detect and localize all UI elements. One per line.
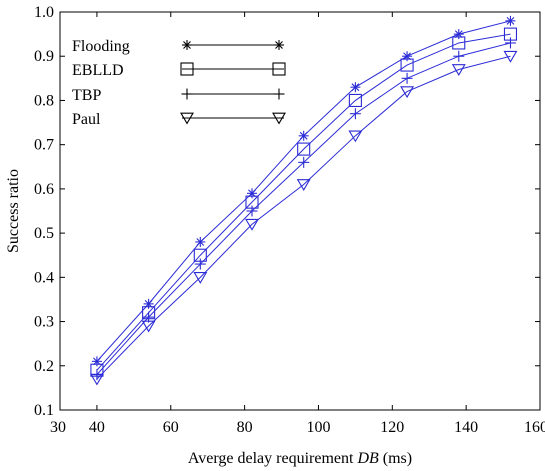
data-point <box>401 72 413 84</box>
y-tick-label: 0.2 <box>34 358 54 375</box>
data-point <box>247 188 257 199</box>
x-axis-title-prefix: Averge delay requirement <box>188 450 358 467</box>
y-tick-label: 0.6 <box>34 181 54 198</box>
data-point <box>141 320 156 333</box>
legend-marker <box>180 62 194 76</box>
y-tick-label: 0.9 <box>34 48 54 65</box>
series-line <box>96 55 511 380</box>
data-point <box>452 36 466 50</box>
series-eblld <box>90 27 518 377</box>
plot-area <box>59 11 541 411</box>
data-point <box>348 130 363 143</box>
data-point <box>348 93 362 107</box>
x-tick-label: 160 <box>524 419 545 436</box>
legend-label: Flooding <box>72 38 130 55</box>
series-tbp <box>91 37 516 381</box>
y-tick-label: 0.4 <box>34 269 54 286</box>
data-point <box>89 373 104 386</box>
x-axis: 30 40 60 80 100 120 140 160 <box>50 12 545 436</box>
x-tick-label: 40 <box>89 419 105 436</box>
legend-item-eblld: EBLLD <box>72 62 286 79</box>
series-line <box>96 33 511 371</box>
y-tick-label: 0.1 <box>34 402 54 419</box>
series-line <box>96 42 511 375</box>
legend-item-tbp: TBP <box>72 87 285 104</box>
data-point <box>505 15 516 26</box>
y-axis: 0.1 0.2 0.3 0.4 0.5 0.6 0.7 0.8 0.9 1.0 <box>34 4 540 419</box>
data-point <box>349 108 361 120</box>
legend: Flooding EBLLD TBP Paul <box>72 38 286 128</box>
data-point <box>504 37 516 49</box>
x-tick-label: 60 <box>163 419 179 436</box>
x-tick-label: 100 <box>306 419 330 436</box>
data-point <box>143 298 154 309</box>
x-axis-title-suffix: (ms) <box>379 450 412 467</box>
data-point <box>296 179 311 191</box>
data-point <box>400 86 415 99</box>
legend-marker <box>272 112 286 125</box>
data-point <box>451 64 466 76</box>
x-axis-title-italic: DB <box>356 450 379 467</box>
data-point <box>298 130 309 141</box>
y-tick-label: 1.0 <box>34 4 54 21</box>
y-axis-title: Success ratio <box>5 169 22 253</box>
x-tick-label: 30 <box>50 419 66 436</box>
legend-item-flooding: Flooding <box>72 38 284 55</box>
data-point <box>245 218 259 231</box>
y-tick-label: 0.8 <box>34 92 54 109</box>
legend-marker <box>180 112 194 125</box>
series-layer <box>89 15 518 386</box>
legend-marker <box>274 40 284 50</box>
data-point <box>91 356 102 367</box>
legend-label: EBLLD <box>72 62 124 79</box>
data-point <box>453 29 464 40</box>
legend-marker <box>273 88 285 100</box>
data-point <box>194 258 206 270</box>
legend-marker <box>181 88 193 100</box>
data-point <box>195 236 206 247</box>
plot-frame <box>59 11 541 411</box>
series-paul <box>89 50 518 386</box>
data-point <box>503 50 518 63</box>
data-point <box>193 271 208 284</box>
data-point <box>350 82 361 93</box>
data-point <box>298 156 310 168</box>
x-tick-label: 80 <box>237 419 253 436</box>
legend-label: Paul <box>72 111 101 128</box>
data-point <box>402 51 413 62</box>
data-point <box>246 205 258 217</box>
data-point <box>297 142 311 156</box>
x-tick-label: 140 <box>454 419 478 436</box>
legend-marker <box>272 62 286 76</box>
data-point <box>400 58 414 72</box>
y-tick-label: 0.5 <box>34 225 54 242</box>
y-tick-label: 0.7 <box>34 137 54 154</box>
legend-item-paul: Paul <box>72 111 286 128</box>
data-point <box>453 50 465 62</box>
series-line <box>96 20 511 362</box>
legend-marker <box>182 40 192 50</box>
x-axis-title: Averge delay requirement DB (ms) <box>188 450 412 467</box>
y-tick-label: 0.3 <box>34 314 54 331</box>
legend-label: TBP <box>72 87 101 104</box>
series-flooding <box>91 15 516 367</box>
x-tick-label: 120 <box>380 419 404 436</box>
